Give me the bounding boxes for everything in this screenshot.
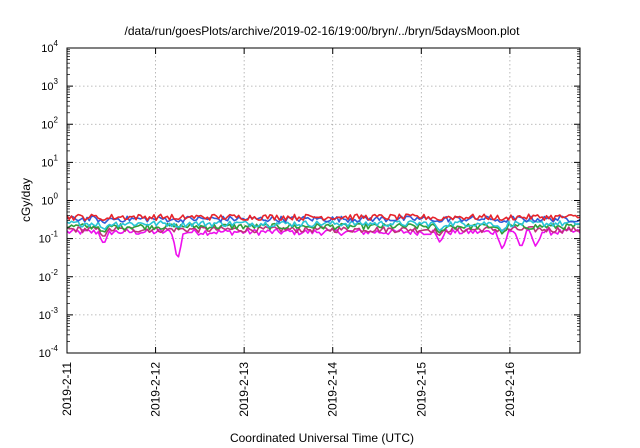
series-line [66, 228, 581, 258]
series-line [66, 213, 581, 222]
y-tick-label: 104 [41, 39, 58, 55]
y-tick-label: 10-2 [39, 268, 59, 284]
y-tick-label: 10-1 [39, 230, 59, 246]
x-tick-labels: 2019-2-11 2019-2-12 2019-2-13 2019-2-14 2019… [60, 362, 517, 417]
series-group [66, 213, 581, 258]
x-axis-label: Coordinated Universal Time (UTC) [230, 431, 414, 445]
series-line [66, 219, 581, 233]
y-tick-labels: 10-4 10-3 10-2 10-1 100 101 102 103 104 [39, 39, 59, 360]
chart-title: /data/run/goesPlots/archive/2019-02-16/1… [125, 24, 521, 38]
x-tick-label: 2019-2-11 [60, 362, 74, 416]
tick-group [66, 47, 580, 354]
y-tick-label: 10-4 [39, 344, 59, 360]
y-axis-label: cGy/day [19, 178, 33, 222]
grid [67, 48, 580, 353]
x-tick-label: 2019-2-14 [326, 362, 340, 417]
x-tick-label: 2019-2-13 [237, 362, 251, 417]
x-tick-label: 2019-2-15 [414, 362, 428, 417]
y-tick-label: 103 [41, 77, 58, 93]
x-tick-label: 2019-2-16 [503, 362, 517, 417]
y-tick-label: 10-3 [39, 306, 59, 322]
x-tick-label: 2019-2-12 [149, 362, 163, 417]
y-tick-label: 101 [41, 153, 58, 169]
y-tick-label: 102 [41, 115, 58, 131]
series-line [66, 222, 581, 235]
y-tick-label: 100 [41, 192, 58, 208]
